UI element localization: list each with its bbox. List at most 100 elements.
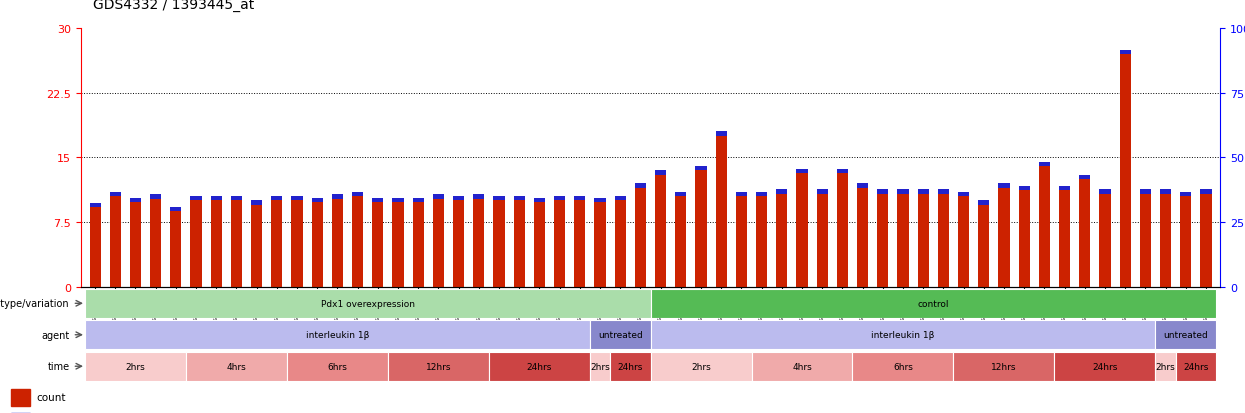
Bar bbox=[959, 192, 969, 197]
Bar bbox=[372, 198, 383, 203]
Bar bbox=[696, 171, 707, 287]
Bar bbox=[594, 203, 605, 287]
Text: untreated: untreated bbox=[1163, 330, 1208, 339]
Bar bbox=[210, 201, 222, 287]
Text: 12hrs: 12hrs bbox=[991, 362, 1017, 371]
Bar bbox=[857, 184, 868, 188]
Bar bbox=[473, 195, 484, 199]
Bar bbox=[392, 203, 403, 287]
Text: interleukin 1β: interleukin 1β bbox=[872, 330, 935, 339]
Bar bbox=[412, 198, 423, 203]
Bar bbox=[696, 166, 707, 171]
Bar bbox=[433, 195, 444, 199]
Bar bbox=[286, 352, 388, 381]
Text: agent: agent bbox=[41, 330, 70, 340]
Bar bbox=[190, 201, 202, 287]
Bar bbox=[776, 194, 787, 287]
Bar bbox=[90, 208, 101, 287]
Bar bbox=[650, 289, 1216, 318]
Bar bbox=[1140, 190, 1150, 194]
Bar bbox=[716, 136, 727, 287]
Bar bbox=[797, 173, 808, 287]
Bar bbox=[352, 192, 364, 197]
Bar bbox=[251, 201, 263, 205]
Bar bbox=[615, 197, 626, 201]
Bar bbox=[650, 352, 752, 381]
Bar bbox=[655, 171, 666, 175]
Bar bbox=[853, 352, 954, 381]
Bar bbox=[937, 194, 949, 287]
Bar bbox=[151, 199, 161, 287]
Bar bbox=[110, 197, 121, 287]
Bar bbox=[898, 194, 909, 287]
Bar bbox=[1079, 180, 1091, 287]
Bar bbox=[675, 192, 686, 197]
Bar bbox=[85, 352, 186, 381]
Bar bbox=[271, 201, 283, 287]
Bar bbox=[716, 132, 727, 136]
Text: 24hrs: 24hrs bbox=[1183, 362, 1209, 371]
Bar bbox=[594, 198, 605, 203]
Bar bbox=[291, 201, 303, 287]
Bar bbox=[998, 184, 1010, 188]
Text: GDS4332 / 1393445_at: GDS4332 / 1393445_at bbox=[93, 0, 255, 12]
Text: 6hrs: 6hrs bbox=[893, 362, 913, 371]
Bar bbox=[388, 352, 489, 381]
Bar bbox=[129, 198, 141, 203]
Bar bbox=[493, 201, 504, 287]
Bar bbox=[1099, 194, 1111, 287]
Bar bbox=[1155, 352, 1175, 381]
Bar bbox=[998, 188, 1010, 287]
Text: time: time bbox=[47, 361, 70, 371]
Bar bbox=[392, 198, 403, 203]
Bar bbox=[186, 352, 286, 381]
Bar bbox=[534, 203, 545, 287]
Bar bbox=[85, 320, 590, 349]
Bar bbox=[878, 194, 889, 287]
Bar bbox=[171, 207, 182, 211]
Bar bbox=[412, 203, 423, 287]
Bar bbox=[635, 184, 646, 188]
Bar bbox=[554, 197, 565, 201]
Bar bbox=[1155, 320, 1216, 349]
Text: 24hrs: 24hrs bbox=[527, 362, 552, 371]
Bar bbox=[453, 201, 464, 287]
Bar bbox=[1119, 55, 1130, 287]
Text: 12hrs: 12hrs bbox=[426, 362, 451, 371]
Bar bbox=[574, 201, 585, 287]
Bar bbox=[837, 169, 848, 173]
Bar bbox=[1018, 191, 1030, 287]
Bar bbox=[857, 188, 868, 287]
Bar bbox=[1059, 186, 1071, 191]
Bar bbox=[90, 204, 101, 208]
Bar bbox=[210, 197, 222, 201]
Bar bbox=[1140, 194, 1150, 287]
Bar bbox=[251, 205, 263, 287]
Bar bbox=[352, 197, 364, 287]
Bar bbox=[752, 352, 853, 381]
Bar bbox=[311, 198, 322, 203]
Bar bbox=[271, 197, 283, 201]
Bar bbox=[489, 352, 590, 381]
Bar bbox=[1055, 352, 1155, 381]
Bar bbox=[574, 197, 585, 201]
Bar bbox=[1175, 352, 1216, 381]
Text: 24hrs: 24hrs bbox=[618, 362, 642, 371]
Text: untreated: untreated bbox=[598, 330, 642, 339]
Bar bbox=[736, 197, 747, 287]
Bar bbox=[190, 197, 202, 201]
Bar bbox=[837, 173, 848, 287]
Bar bbox=[979, 201, 990, 205]
Text: control: control bbox=[918, 299, 949, 308]
Bar bbox=[655, 175, 666, 287]
Bar bbox=[959, 197, 969, 287]
Bar bbox=[332, 195, 342, 199]
Bar bbox=[151, 195, 161, 199]
Text: 2hrs: 2hrs bbox=[590, 362, 610, 371]
Bar bbox=[171, 211, 182, 287]
Bar bbox=[918, 190, 929, 194]
Bar bbox=[473, 199, 484, 287]
Bar bbox=[1160, 190, 1172, 194]
Bar bbox=[898, 190, 909, 194]
Bar bbox=[1160, 194, 1172, 287]
